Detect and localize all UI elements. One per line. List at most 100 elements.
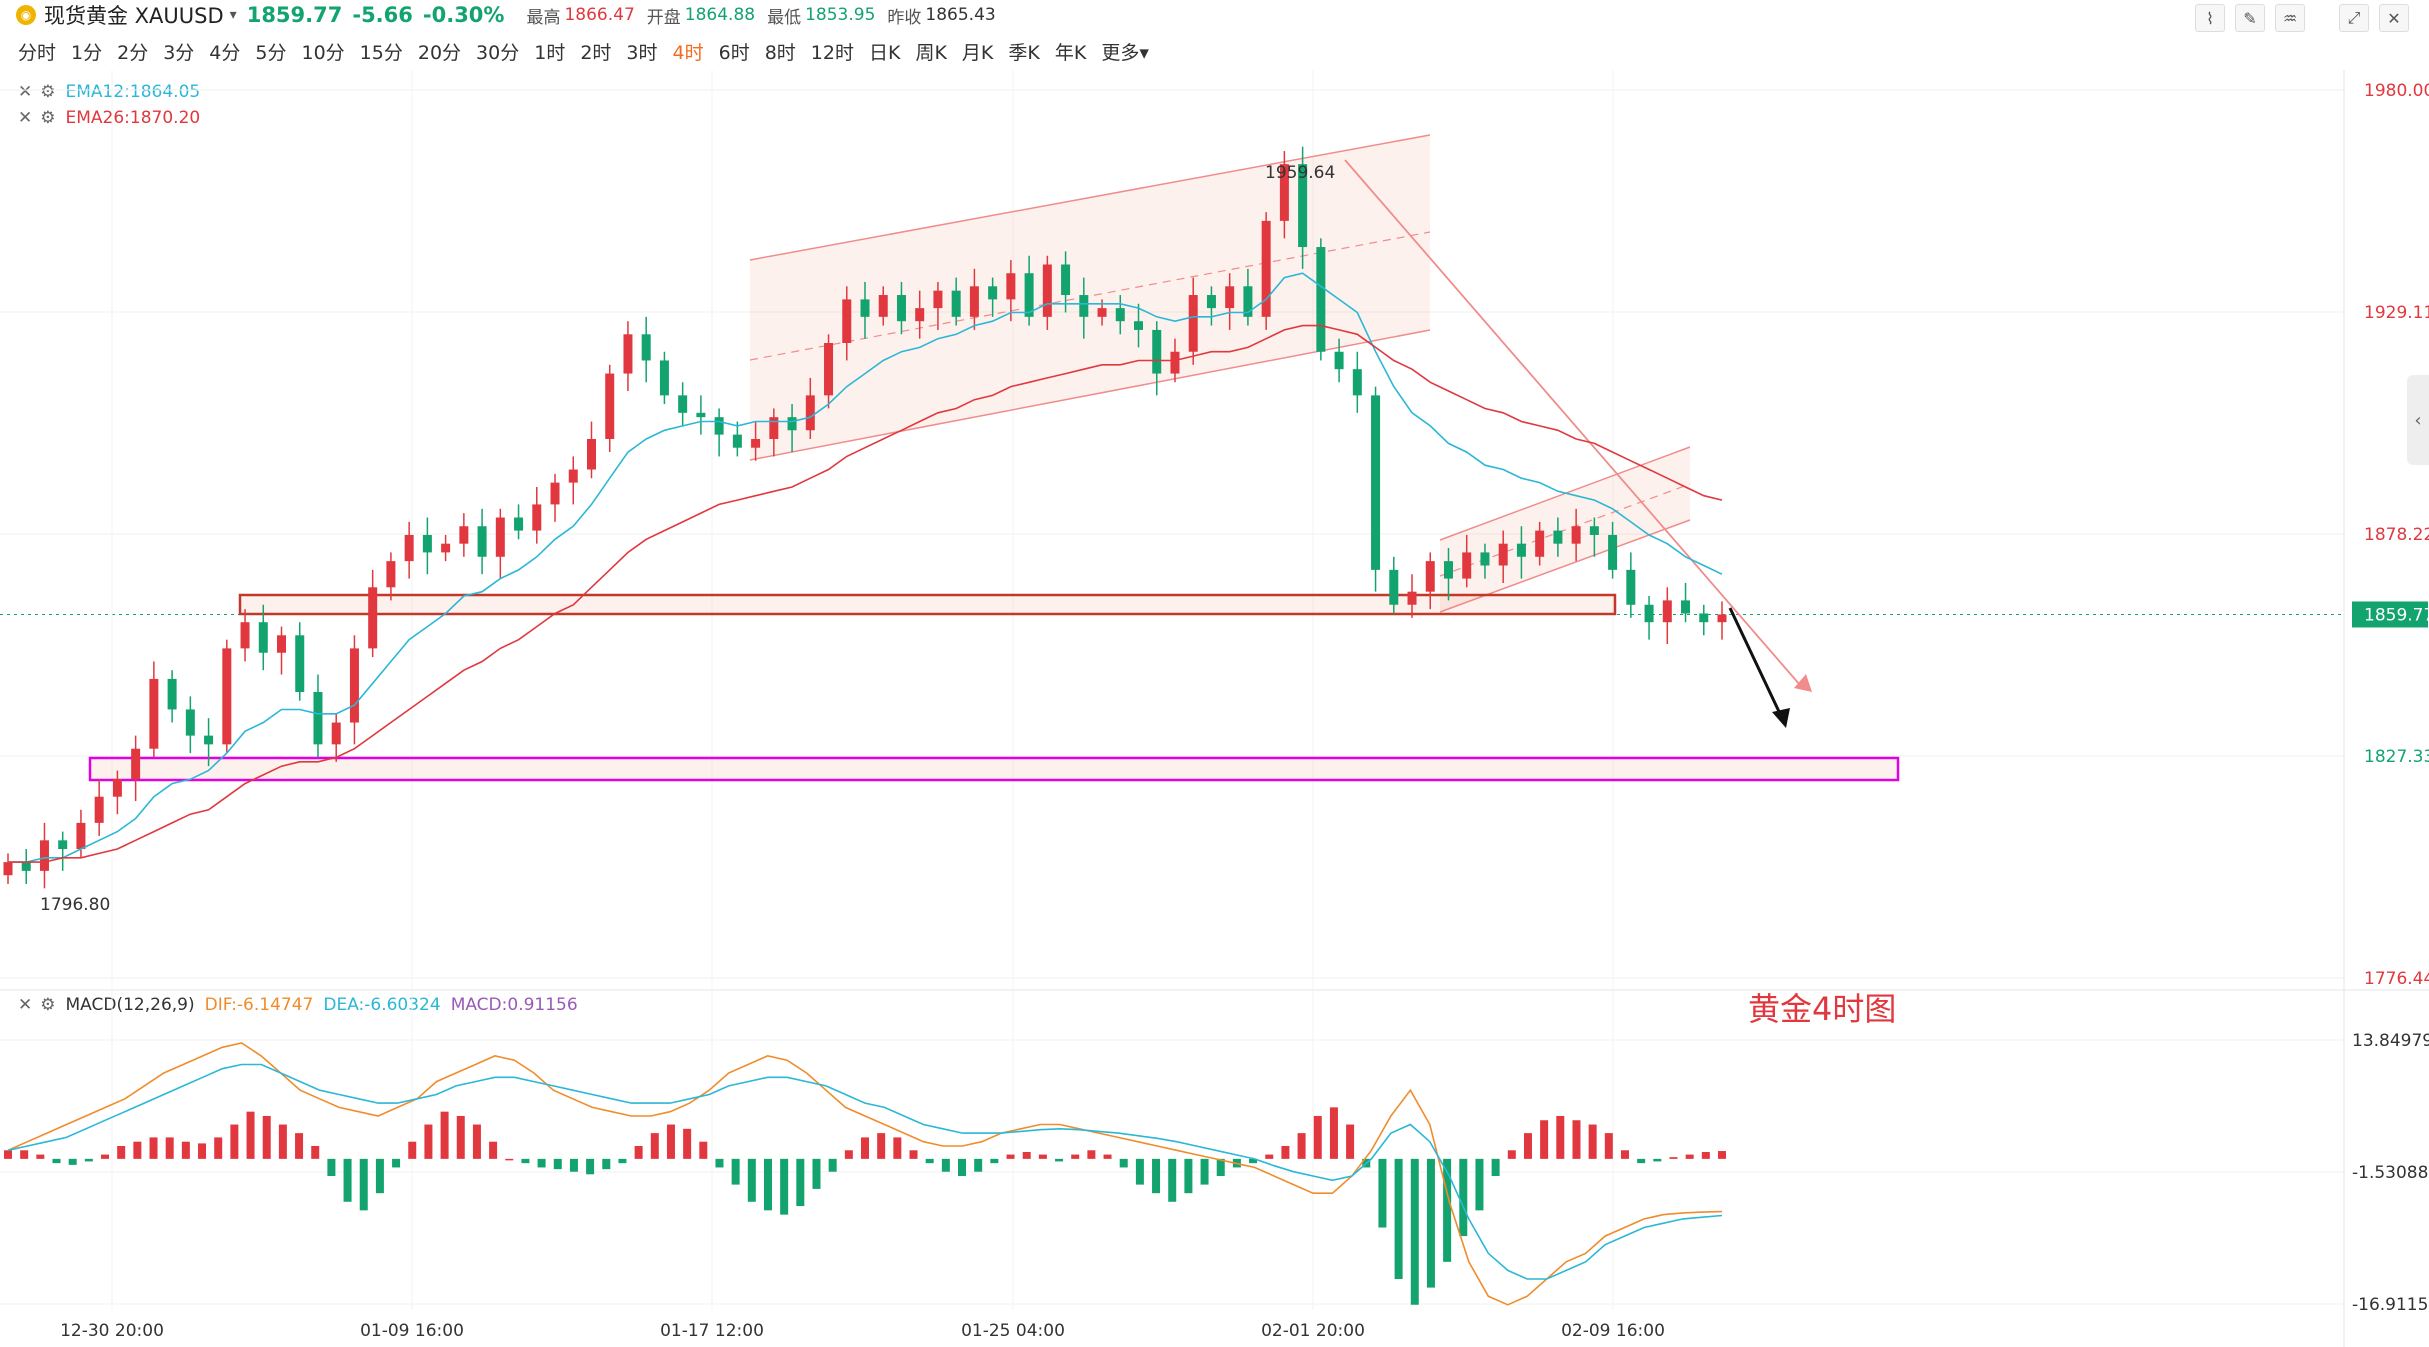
period-tab[interactable]: 分时 (18, 41, 57, 64)
period-tab[interactable]: 2时 (580, 41, 612, 64)
macd-bar (343, 1158, 352, 1202)
trend-arrow-head (1794, 674, 1812, 692)
candle-body (951, 290, 961, 317)
macd-bar (1459, 1158, 1468, 1237)
dea-value: DEA:-6.60324 (323, 995, 441, 1015)
macd-bar (424, 1124, 433, 1159)
period-tab[interactable]: 8时 (764, 41, 796, 64)
ema12-legend: ✕ ⚙ EMA12:1864.05 (18, 82, 200, 102)
period-tab[interactable]: 15分 (359, 41, 403, 64)
dea-line (7, 1063, 1723, 1280)
macd-bar (537, 1158, 546, 1168)
close-icon[interactable]: ✕ (18, 995, 33, 1015)
macd-bar (1653, 1158, 1662, 1162)
chart-toolbar: ⌇ ✎ ♒ ⤢ ✕ (2195, 4, 2409, 32)
macd-bar (1540, 1120, 1549, 1159)
candle-body (915, 308, 925, 322)
macd-bar (1055, 1158, 1064, 1162)
macd-bar (1685, 1154, 1694, 1159)
period-tab[interactable]: 季K (1008, 41, 1040, 64)
gear-icon[interactable]: ⚙ (40, 995, 56, 1015)
y-tick-label: 1776.44 (2364, 969, 2429, 989)
macd-y-tick-label: 13.84979 (2352, 1031, 2429, 1051)
ema26-line (8, 324, 1723, 863)
collapse-panel-button[interactable]: ‹ (2407, 375, 2429, 465)
candle-body (167, 678, 177, 710)
period-tab[interactable]: 4分 (209, 41, 241, 64)
candle-body (349, 648, 359, 723)
macd-bar (327, 1158, 336, 1177)
macd-bar (456, 1115, 465, 1159)
macd-bar (84, 1158, 93, 1162)
prev-close-value: 1865.43 (925, 5, 996, 25)
support-zone (88, 756, 1900, 782)
line-chart-icon[interactable]: ⌇ (2195, 4, 2225, 32)
period-tab[interactable]: 年K (1054, 41, 1087, 64)
macd-bar (214, 1137, 223, 1159)
x-tick-label: 01-09 16:00 (360, 1321, 464, 1341)
period-tab[interactable]: 日K (868, 41, 901, 64)
period-tab[interactable]: 更多▾ (1101, 41, 1149, 64)
macd-bar (1588, 1124, 1597, 1159)
macd-bar (472, 1124, 481, 1159)
macd-bar (958, 1158, 967, 1177)
candle-body (1097, 308, 1107, 317)
period-tab[interactable]: 周K (915, 41, 947, 64)
forecast-arrow-head (1772, 708, 1790, 728)
candle-body (459, 526, 469, 544)
candle-body (1079, 295, 1089, 317)
candle-body (1462, 552, 1472, 579)
low-label: 最低 (767, 7, 802, 28)
fullscreen-icon[interactable]: ⤢ (2339, 4, 2369, 32)
candle-body (1699, 613, 1709, 623)
candle-body (532, 504, 542, 531)
gear-icon[interactable]: ⚙ (40, 82, 56, 102)
macd-bar (359, 1158, 368, 1211)
candle-body (1042, 264, 1052, 317)
period-tab[interactable]: 6时 (718, 41, 750, 64)
period-tab[interactable]: 12时 (810, 41, 854, 64)
candle-body (1626, 569, 1636, 605)
candle-body (1608, 534, 1618, 570)
period-tab[interactable]: 20分 (417, 41, 462, 64)
macd-bar (117, 1145, 126, 1159)
period-tab[interactable]: 1时 (534, 41, 566, 64)
candle-style-icon[interactable]: ♒ (2275, 4, 2305, 32)
macd-value: MACD:0.91156 (450, 995, 578, 1015)
period-tab[interactable]: 3时 (626, 41, 658, 64)
period-tab[interactable]: 月K (961, 41, 994, 64)
symbol-name[interactable]: 现货黄金 XAUUSD (44, 4, 224, 28)
period-tab[interactable]: 2分 (117, 41, 149, 64)
chevron-down-icon[interactable]: ▾ (229, 7, 237, 23)
candle-body (404, 534, 414, 562)
close-icon[interactable]: ✕ (2379, 4, 2409, 32)
period-tab[interactable]: 4时 (672, 41, 704, 64)
candle-body (605, 373, 615, 439)
gear-icon[interactable]: ⚙ (40, 108, 56, 128)
y-tick-label: 1827.33 (2364, 747, 2429, 767)
macd-bar (1475, 1158, 1484, 1211)
candle-body (1571, 526, 1581, 544)
candle-body (933, 290, 943, 309)
period-tab[interactable]: 3分 (163, 41, 195, 64)
candle-body (277, 635, 287, 653)
period-tab[interactable]: 30分 (476, 41, 520, 64)
draw-icon[interactable]: ✎ (2235, 4, 2265, 32)
candles: 1959.64 1796.80 (3, 146, 1727, 915)
forecast-arrow (1728, 607, 1784, 719)
macd-bar (602, 1158, 611, 1170)
period-tab[interactable]: 1分 (71, 41, 103, 64)
candle-body (568, 469, 578, 483)
candle-body (422, 534, 432, 553)
period-tab[interactable]: 10分 (301, 41, 345, 64)
price-change-pct: -0.30% (422, 3, 505, 27)
macd-bar (36, 1154, 45, 1159)
y-tick-label: 1859.77 (2364, 605, 2429, 625)
macd-bar (715, 1158, 724, 1168)
macd-bar (408, 1141, 417, 1159)
macd-bar (246, 1111, 255, 1159)
period-tab[interactable]: 5分 (255, 41, 287, 64)
close-icon[interactable]: ✕ (18, 82, 33, 102)
close-icon[interactable]: ✕ (18, 108, 33, 128)
